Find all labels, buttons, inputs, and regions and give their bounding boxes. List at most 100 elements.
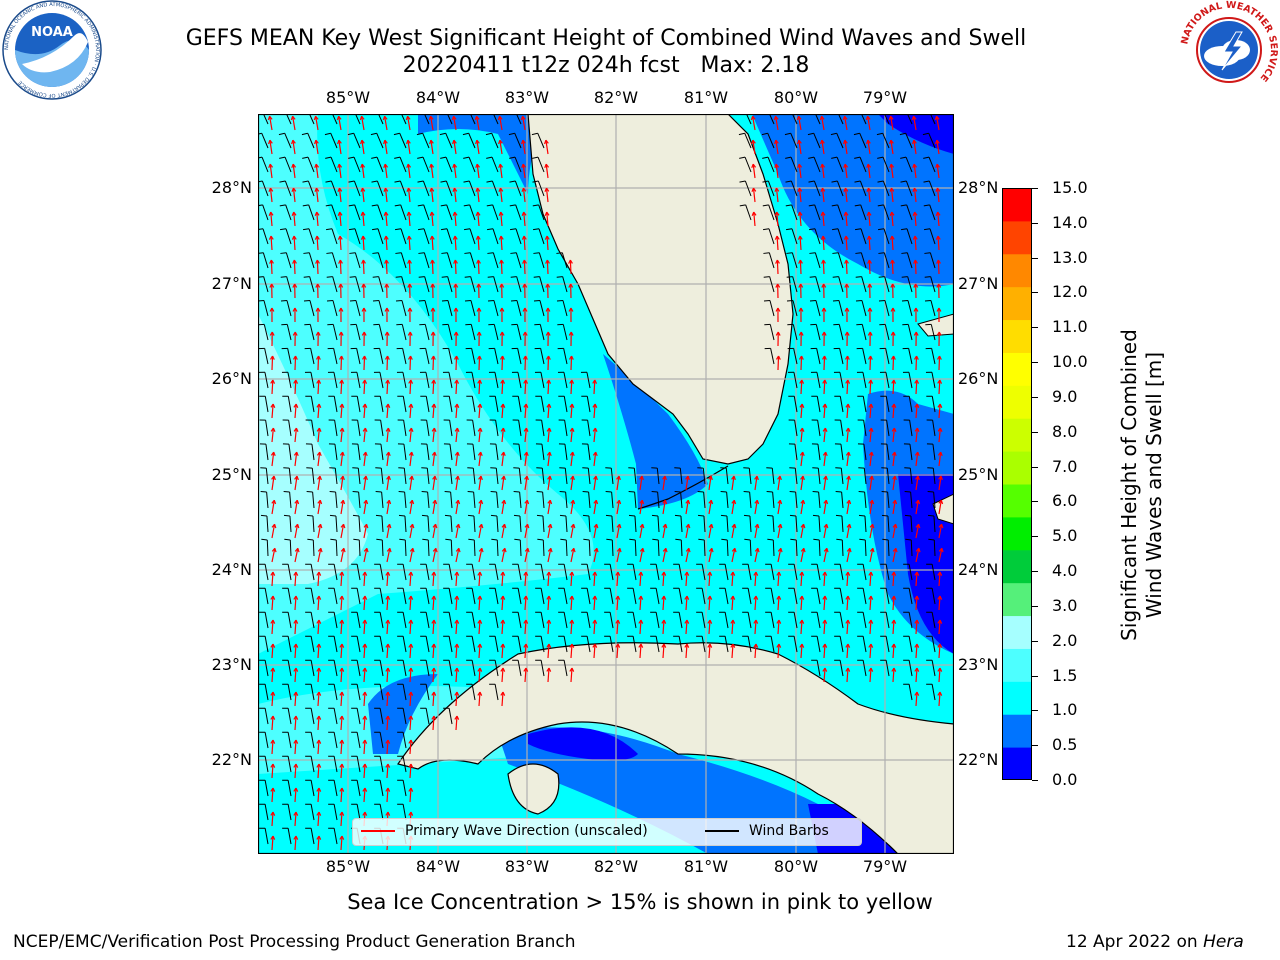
wave-direction-arrow [593, 379, 596, 395]
wind-barb-flag [306, 514, 314, 517]
wave-arrow-head [454, 619, 458, 624]
wind-barb-flag [261, 538, 268, 541]
wave-arrow-head [868, 619, 872, 624]
wave-arrow-head [821, 355, 826, 360]
wave-arrow-head [454, 403, 458, 408]
wave-direction-arrow [499, 188, 503, 203]
wave-arrow-head [798, 283, 802, 288]
wave-arrow-head [570, 547, 575, 552]
wave-direction-arrow [708, 571, 711, 587]
wave-arrow-head [639, 547, 644, 552]
wave-arrow-head [293, 739, 297, 744]
wave-direction-arrow [616, 571, 619, 587]
wind-barb [633, 468, 637, 485]
wave-arrow-head [912, 163, 915, 169]
wind-barb-flag [812, 514, 820, 517]
wave-direction-arrow [386, 355, 389, 371]
wave-direction-arrow [524, 452, 528, 467]
wind-barb [770, 348, 775, 365]
wave-arrow-head [522, 283, 526, 288]
wave-arrow-head [913, 355, 918, 360]
wave-direction-arrow [340, 643, 343, 659]
wind-barb [471, 348, 476, 365]
lat-label-right: 24°N [958, 560, 999, 579]
wave-arrow-head [520, 116, 524, 121]
wind-barb [311, 444, 315, 461]
wind-barb [813, 133, 821, 149]
wave-direction-arrow [823, 476, 827, 491]
wave-arrow-head [291, 187, 295, 193]
wave-arrow-head [478, 499, 482, 504]
run-date: 12 Apr 2022 on Hera [1066, 932, 1244, 952]
wind-barb [793, 348, 798, 365]
wave-arrow-head [386, 523, 391, 528]
wave-direction-arrow [775, 140, 779, 155]
wind-barb [863, 420, 867, 437]
wave-arrow-head [432, 475, 436, 480]
wind-barb [928, 133, 936, 149]
wave-direction-arrow [913, 164, 917, 179]
wave-arrow-head [406, 187, 410, 193]
wind-barb-flag [302, 204, 309, 207]
wave-direction-arrow [501, 691, 504, 707]
wave-arrow-head [843, 163, 846, 169]
wave-arrow-head [316, 811, 320, 816]
wave-direction-arrow [501, 571, 504, 587]
wave-direction-arrow [570, 595, 573, 611]
wave-arrow-head [500, 595, 504, 600]
wind-barb [447, 324, 453, 341]
wave-arrow-head [338, 331, 342, 336]
wave-direction-arrow [892, 355, 895, 371]
bahamas-land [917, 313, 954, 525]
wave-direction-arrow [547, 476, 551, 491]
wind-barb [816, 372, 821, 389]
wave-arrow-head [545, 307, 549, 312]
wave-direction-arrow [340, 452, 344, 467]
wave-arrow-head [270, 427, 274, 432]
wave-arrow-head [913, 259, 916, 264]
wind-barb-flag [881, 514, 889, 517]
wind-barb [496, 539, 499, 557]
wind-barb [748, 468, 752, 485]
wave-direction-arrow [708, 524, 713, 539]
wave-direction-arrow [915, 355, 918, 371]
colorbar [1002, 188, 1032, 780]
wave-direction-arrow [501, 379, 504, 395]
wave-direction-arrow [937, 235, 940, 251]
wind-barb [749, 539, 752, 557]
wave-direction-arrow [501, 643, 504, 659]
wave-direction-arrow [867, 188, 871, 203]
wind-barb [404, 539, 407, 557]
wave-direction-arrow [869, 403, 872, 419]
wave-arrow-head [477, 691, 481, 696]
wave-direction-arrow [294, 595, 297, 611]
wave-direction-arrow [317, 403, 320, 419]
wave-arrow-head [361, 331, 365, 336]
wind-barb [287, 348, 292, 365]
wind-barb-flag [532, 156, 539, 159]
wave-direction-arrow [294, 667, 297, 683]
wave-arrow-head [662, 499, 666, 504]
wind-barb [517, 372, 522, 389]
wind-barb [634, 539, 637, 557]
wave-arrow-head [408, 715, 412, 720]
wave-arrow-head [475, 187, 479, 193]
wave-direction-arrow [339, 259, 342, 275]
wave-arrow-head [707, 595, 711, 600]
wave-arrow-head [754, 499, 758, 504]
wave-direction-arrow [501, 548, 506, 563]
wind-barb [380, 420, 384, 437]
wind-barb [427, 539, 430, 557]
wind-barb [516, 324, 522, 341]
wind-barb [402, 612, 407, 629]
wave-direction-arrow [547, 571, 550, 587]
wave-arrow-head [359, 116, 363, 121]
wave-direction-arrow [777, 548, 782, 563]
wind-barb [402, 804, 407, 821]
wind-barb-flag [372, 276, 379, 278]
wind-barb-flag [789, 514, 797, 517]
colorbar-tick-label: 15.0 [1052, 178, 1088, 197]
wind-barb-flag [651, 514, 659, 517]
wind-barb [353, 180, 361, 197]
wind-barb [884, 276, 890, 293]
